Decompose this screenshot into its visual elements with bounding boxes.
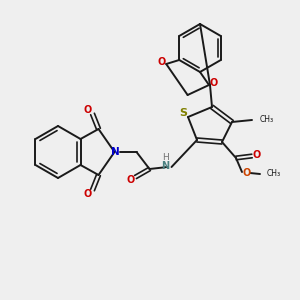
Text: O: O: [83, 105, 92, 115]
Text: CH₃: CH₃: [267, 169, 281, 178]
Text: O: O: [157, 57, 165, 67]
Text: CH₃: CH₃: [260, 115, 274, 124]
Text: O: O: [243, 168, 251, 178]
Text: N: N: [161, 161, 169, 171]
Text: H: H: [162, 154, 169, 163]
Text: O: O: [210, 78, 218, 88]
Text: O: O: [83, 189, 92, 199]
Text: N: N: [111, 147, 120, 157]
Text: O: O: [253, 150, 261, 160]
Text: S: S: [179, 108, 187, 118]
Text: O: O: [126, 175, 135, 185]
